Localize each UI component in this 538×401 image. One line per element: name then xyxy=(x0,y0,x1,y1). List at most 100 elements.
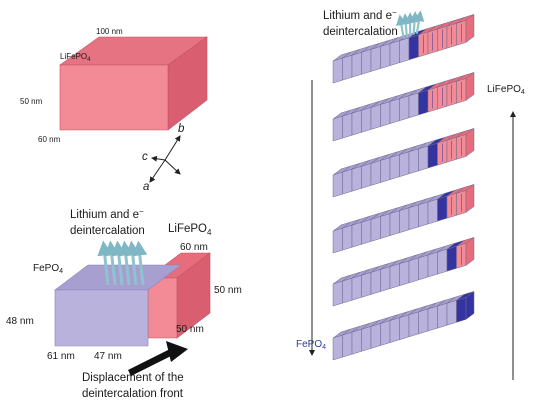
slab-3-slice-4-face xyxy=(370,216,381,242)
slab-5-end-cap xyxy=(465,290,475,320)
slab-3-slice-5-face xyxy=(380,213,391,239)
slab-5-slice-1-face xyxy=(342,331,353,358)
stack-li-arrow-1 xyxy=(400,13,412,37)
slab-3-slice-3-face xyxy=(361,219,372,245)
slab-0-slice-7-face xyxy=(399,37,410,64)
fepo4-region xyxy=(54,264,182,347)
slab-4-slice-0-face xyxy=(332,280,343,307)
slab-4-end-cap xyxy=(465,236,475,266)
slab-5-slice-5-face xyxy=(380,320,391,346)
slab-0-slice-4-face xyxy=(370,46,381,72)
slab-2-end-cap xyxy=(465,127,475,157)
slab-1-slice-7-face xyxy=(399,95,410,122)
slab-1-slice-5-face xyxy=(380,101,391,127)
slab-2-slice-10-face xyxy=(427,142,438,169)
slab-2-slice-8-face xyxy=(408,148,419,175)
slab-0-slice-8-face xyxy=(408,34,419,61)
slab-1-slice-8-face xyxy=(408,92,419,119)
deintercalation-arrows xyxy=(97,240,148,286)
front-displacement-arrow xyxy=(128,341,188,376)
front-caption-line2: deintercalation front xyxy=(82,388,184,400)
slab-2-slice-9-face xyxy=(418,145,429,172)
slab-2-slice-6-face xyxy=(389,154,400,180)
top-dim-length: 100 nm xyxy=(96,27,123,36)
bottom-title-line1: Lithium and e− xyxy=(70,207,144,221)
top-dim-height: 50 nm xyxy=(20,97,43,106)
slab-3-slice-8-face xyxy=(408,204,419,231)
stack-fepo4-label: FePO4 xyxy=(296,339,326,351)
stack-li-arrow-3 xyxy=(409,11,420,35)
slab-0-slice-6-face xyxy=(389,40,400,66)
bottom-lifepo4-label: LiFePO4 xyxy=(168,223,212,237)
slab-0-slice-1-face xyxy=(342,54,353,81)
stack-li-arrow-4 xyxy=(413,10,425,34)
dim-47nm: 47 nm xyxy=(94,351,122,362)
dim-50nm-bottom: 50 nm xyxy=(176,324,204,335)
slab-2-slice-4-face xyxy=(370,160,381,186)
slab-4-slice-11-face xyxy=(437,248,448,275)
slab-2-slice-7-face xyxy=(399,151,410,178)
slab-5-slice-11-face xyxy=(437,302,448,329)
axis-a-label: a xyxy=(143,181,149,193)
slab-5-slice-8-face xyxy=(408,311,419,338)
slab-5-slice-13-face xyxy=(456,297,467,323)
stack-li-arrow-0 xyxy=(395,14,407,38)
slab-0-slice-3-face xyxy=(361,49,372,75)
slab-3-slice-7-face xyxy=(399,207,410,234)
top-dim-depth: 60 nm xyxy=(38,135,61,144)
slab-5-slice-12-face xyxy=(446,299,457,326)
stack-title-line2: deintercalation xyxy=(323,26,398,38)
slab-0-slice-2-face xyxy=(351,51,362,78)
slab-4-slice-6-face xyxy=(389,263,400,289)
dim-60nm: 60 nm xyxy=(180,242,208,253)
slab-2-slice-0-face xyxy=(332,171,343,198)
slab-3-slice-11-face xyxy=(437,195,448,222)
slab-1-slice-6-face xyxy=(389,98,400,124)
stack-title-line1: Lithium and e− xyxy=(323,8,397,22)
slab-5-slice-2-face xyxy=(351,328,362,355)
stack-arrows xyxy=(309,80,516,380)
slab-2-slice-3-face xyxy=(361,163,372,189)
slab-3-slice-6-face xyxy=(389,210,400,236)
slab-2-slice-1-face xyxy=(342,168,353,195)
dim-61nm: 61 nm xyxy=(47,351,75,362)
slab-3-slice-0-face xyxy=(332,227,343,254)
slab-0-slice-5-face xyxy=(380,43,391,69)
axis-b-label: b xyxy=(178,123,185,135)
slab-5-slice-7-face xyxy=(399,314,410,341)
slab-2-slice-2-face xyxy=(351,165,362,192)
slab-3-slice-2-face xyxy=(351,221,362,248)
slab-4-slice-8-face xyxy=(408,257,419,284)
dim-48nm: 48 nm xyxy=(6,316,34,327)
slab-1-slice-0-face xyxy=(332,115,343,142)
axis-c-label: c xyxy=(142,151,148,163)
slab-3-slice-1-face xyxy=(342,224,353,251)
slab-1-slice-9-face xyxy=(418,89,429,116)
slab-1-slice-2-face xyxy=(351,109,362,136)
slab-5-slice-3-face xyxy=(361,326,372,352)
slab-3-slice-10-face xyxy=(427,198,438,225)
crystal-axes xyxy=(149,135,181,183)
slab-5-slice-10-face xyxy=(427,305,438,332)
platelet-stack xyxy=(332,10,475,361)
slab-0-end-cap xyxy=(465,13,475,43)
slab-2-slice-5-face xyxy=(380,157,391,183)
bottom-title-line2: deintercalation xyxy=(70,225,145,237)
slab-4-slice-3-face xyxy=(361,272,372,298)
slab-3-end-cap xyxy=(465,183,475,213)
slab-1-end-cap xyxy=(465,71,475,101)
slab-5-slice-0-face xyxy=(332,334,343,361)
slab-1-slice-3-face xyxy=(361,107,372,133)
slab-5-slice-9-face xyxy=(418,308,429,335)
slab-5-slice-4-face xyxy=(370,323,381,349)
stack-lifepo4-label: LiFePO4 xyxy=(487,84,525,96)
slab-1-slice-4-face xyxy=(370,104,381,130)
slab-4-slice-7-face xyxy=(399,260,410,287)
slab-5-slice-6-face xyxy=(389,317,400,343)
slab-3-slice-9-face xyxy=(418,201,429,228)
slab-1-slice-1-face xyxy=(342,112,353,139)
top-material-label: LiFePO4 xyxy=(60,52,91,63)
bottom-fepo4-label: FePO4 xyxy=(33,263,63,275)
slab-4-slice-9-face xyxy=(418,254,429,281)
